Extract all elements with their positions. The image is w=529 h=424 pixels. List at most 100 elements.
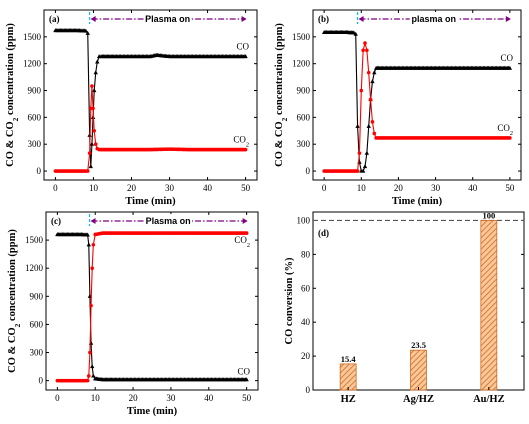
y-tick-label: 40 <box>301 317 311 327</box>
plasma-label-bg <box>409 12 458 23</box>
co2-data-point <box>91 106 95 111</box>
x-tick-label: Au/HZ <box>473 394 505 405</box>
x-tick-label: HZ <box>341 394 356 405</box>
co2-data-point <box>372 131 377 136</box>
y-tick-label: 80 <box>301 249 311 259</box>
y-tick-label: 1200 <box>292 59 311 69</box>
bar-value-label: 15.4 <box>341 354 357 364</box>
x-axis-label: Time (min) <box>125 196 176 207</box>
plasma-label-bg <box>143 12 192 23</box>
co-data-point <box>353 31 358 36</box>
x-tick-label: 20 <box>127 183 137 193</box>
co-data-point <box>89 141 95 146</box>
plasma-arrow-head-left <box>90 16 96 22</box>
co-data-point <box>507 65 513 70</box>
y-axis-label: CO conversion (%) <box>284 257 295 344</box>
x-tick-label: Ag/HZ <box>403 394 434 405</box>
co2-data-point <box>91 242 96 247</box>
panel-label: (c) <box>51 216 61 226</box>
co2-data-point <box>361 48 365 53</box>
co2-series-line <box>57 232 247 382</box>
bar-value-label: 23.5 <box>411 340 426 350</box>
co2-data-point <box>92 128 97 133</box>
x-tick-label: 0 <box>55 393 60 403</box>
x-tick-label: 20 <box>394 183 404 193</box>
y-tick-label: 300 <box>297 139 311 149</box>
co2-series-line <box>324 40 510 172</box>
co-data-point <box>85 30 90 35</box>
bar-ag-hz <box>410 349 427 391</box>
y-tick-label: 20 <box>301 351 311 361</box>
co2-data-point <box>366 70 371 75</box>
co-data-point <box>83 28 89 33</box>
x-tick-label: 50 <box>242 393 252 403</box>
co-series-line <box>324 31 510 172</box>
y-tick-label: 60 <box>301 283 311 293</box>
y-tick-label: 900 <box>28 86 42 96</box>
y-tick-label: 1200 <box>25 263 44 273</box>
co-series-label: CO <box>236 42 249 52</box>
co2-data-point <box>88 350 92 355</box>
plot-frame <box>312 9 522 181</box>
bar-value-label: 100 <box>482 210 495 220</box>
co2-series-label: CO2 <box>234 235 250 249</box>
co2-data-point <box>90 266 94 271</box>
co2-data-point <box>89 303 93 308</box>
plasma-on-label: Plasma on <box>145 14 190 24</box>
plot-frame <box>43 9 258 181</box>
co2-data-point <box>87 151 92 155</box>
co-series-line <box>57 233 247 381</box>
y-tick-label: 900 <box>297 86 311 96</box>
co-data-point <box>95 59 100 64</box>
co-data-point <box>85 232 90 237</box>
x-tick-label: 20 <box>129 393 139 403</box>
panel-d: 0 20 40 60 80 100 CO conversion (%) (d) HZ 15.4 Ag… <box>284 210 525 405</box>
y-tick-label: 600 <box>28 112 42 122</box>
co-data-point <box>88 340 94 345</box>
y-axis-label: CO & CO2 concentration (ppm) <box>5 23 20 167</box>
co2-data-point <box>244 231 249 235</box>
co2-data-point <box>365 48 369 53</box>
co-data-point <box>364 150 370 155</box>
x-tick-label: 0 <box>322 183 327 193</box>
x-axis-label: Time (min) <box>392 196 443 207</box>
plasma-arrow-head-left <box>358 16 364 22</box>
panel-label: (d) <box>318 228 329 238</box>
x-tick-label: 10 <box>89 183 99 193</box>
co2-data-point <box>363 41 367 45</box>
co2-series-line <box>55 86 246 172</box>
y-tick-label: 600 <box>30 319 44 329</box>
panel-b: 0 10 20 30 40 50 0 300 600 900 1200 1500 Time (min) C… <box>274 9 522 207</box>
co2-data-point <box>508 136 512 140</box>
co2-data-point <box>85 169 90 173</box>
y-axis-label: CO & CO2 concentration (ppm) <box>274 23 289 167</box>
y-tick-label: 1500 <box>23 32 42 42</box>
plot-frame <box>45 211 259 391</box>
co-data-point <box>92 88 97 93</box>
x-tick-label: 10 <box>357 183 367 193</box>
x-tick-label: 40 <box>468 183 478 193</box>
x-tick-label: 10 <box>91 393 101 403</box>
x-tick-label: 40 <box>203 183 213 193</box>
bar-hz <box>339 363 357 391</box>
y-tick-label: 1500 <box>25 235 44 245</box>
co-data-point <box>91 373 96 378</box>
y-tick-label: 0 <box>39 376 44 386</box>
x-tick-label: 50 <box>241 183 251 193</box>
co-data-point <box>372 70 377 75</box>
co-data-point <box>86 242 91 247</box>
panel-a: 0 10 20 30 40 50 0 300 600 900 1200 1500 Time (min) C… <box>5 9 258 207</box>
plasma-on-label: Plasma on <box>146 216 191 226</box>
co-series-label: CO <box>500 53 513 63</box>
co-series-label: CO <box>237 367 250 377</box>
plasma-arrow-head-right <box>242 218 248 224</box>
co2-data-point <box>355 169 360 173</box>
plasma-arrow-head-right <box>241 16 247 22</box>
co2-data-point <box>93 142 98 147</box>
co2-data-point <box>357 151 362 155</box>
plasma-label-bg <box>144 214 193 225</box>
x-tick-label: 40 <box>204 393 214 403</box>
y-tick-label: 0 <box>306 385 311 395</box>
co-data-point <box>366 123 371 128</box>
